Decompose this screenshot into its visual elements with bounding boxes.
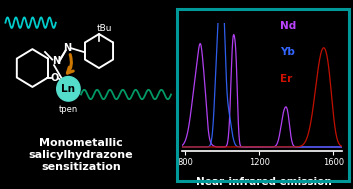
Text: O: O [51, 74, 59, 83]
Circle shape [57, 77, 80, 101]
Text: tpen: tpen [59, 105, 78, 114]
Text: Nd: Nd [280, 21, 296, 31]
Text: Ln: Ln [61, 84, 76, 94]
Text: Monometallic
salicylhydrazone
sensitization: Monometallic salicylhydrazone sensitizat… [29, 138, 133, 172]
Text: N: N [64, 43, 72, 53]
Text: Near-infrared emission: Near-infrared emission [196, 177, 332, 187]
Text: Er: Er [280, 74, 292, 84]
Text: Yb: Yb [280, 47, 294, 57]
Text: N: N [52, 57, 60, 66]
Text: tBu: tBu [97, 24, 112, 33]
